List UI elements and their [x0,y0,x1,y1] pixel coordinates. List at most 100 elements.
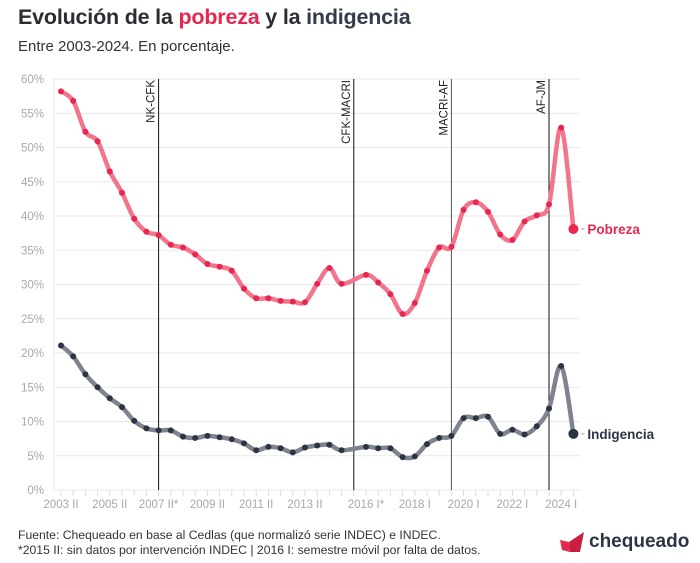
y-tick-label: 55% [21,108,44,120]
indigencia-point [546,405,552,412]
pobreza-line [58,89,576,317]
checkmark-logo-icon [560,532,584,552]
indigencia-point [399,454,406,461]
title-part1: Evolución de la [18,5,179,29]
y-tick-label: 50% [21,143,44,155]
indigencia-point [375,445,382,452]
x-tick-label: 2003 II [43,499,78,511]
indigencia-point [448,432,455,439]
y-tick-label: 20% [21,348,44,360]
pobreza-point [363,271,369,278]
pobreza-point [131,215,138,222]
period-label: NK-CFK [146,80,158,123]
chequeado-logo: chequeado [560,531,689,553]
pobreza-point [375,279,382,286]
indigencia-point [106,395,113,402]
pobreza-point [216,263,223,270]
indigencia-line [58,343,576,461]
x-tick-label: 2013 II [287,499,322,511]
indigencia-point [485,413,491,420]
indigencia-point [241,440,247,447]
indigencia-point [192,434,199,441]
pobreza-point [485,208,491,215]
footer: Fuente: Chequeado en base al Cedlas (que… [18,528,480,558]
indigencia-point [131,417,138,424]
indigencia-point [521,431,528,438]
title-part2: y la [259,5,307,29]
indigencia-point [143,425,150,432]
x-tick-label: 2022 I [496,499,528,511]
y-tick-label: 35% [21,245,44,257]
pobreza-point [314,280,321,287]
period-label: CFK-MACRI [341,80,353,144]
pobreza-point [436,244,443,251]
y-tick-label: 10% [21,417,44,429]
pobreza-point [460,206,467,213]
pobreza-point [143,228,150,235]
pobreza-point [546,201,552,208]
pobreza-point [192,251,199,258]
indigencia-point [228,436,235,443]
y-tick-label: 15% [21,382,44,394]
indigencia-point [533,423,540,430]
y-tick-label: 25% [21,314,44,326]
indigencia-point [204,432,211,439]
y-tick-label: 30% [21,280,44,292]
chart-title: Evolución de la pobreza y la indigencia [18,5,411,30]
pobreza-series-label: Pobreza [587,222,640,237]
pobreza-point [167,241,174,248]
indigencia-point [180,433,186,440]
pobreza-point [533,212,540,219]
pobreza-point [265,295,272,302]
indigencia-point [289,449,296,456]
pobreza-point [411,299,418,306]
pobreza-point [399,310,406,317]
pobreza-point [180,244,186,251]
y-tick-label: 45% [21,177,44,189]
indigencia-point [94,384,101,391]
title-indigencia: indigencia [306,5,411,29]
pobreza-point [94,138,101,145]
pobreza-point [106,168,113,175]
pobreza-point [521,218,528,225]
indigencia-point [424,441,430,448]
indigencia-point [314,442,321,449]
indigencia-point [436,434,443,441]
pobreza-point [568,224,579,235]
pobreza-point [70,97,77,104]
logo-text: chequeado [589,531,690,552]
data-note: *2015 II: sin datos por intervención IND… [18,543,481,557]
source-note: Fuente: Chequeado en base al Cedlas (que… [18,528,441,542]
pobreza-point [326,265,333,272]
indigencia-point [119,404,125,411]
x-tick-label: 2009 II [190,499,225,511]
pobreza-point [497,231,504,238]
pobreza-point [338,280,345,287]
indigencia-point [70,353,77,360]
pobreza-point [558,124,565,131]
pobreza-point [424,267,430,274]
period-label: MACRI-AF [438,80,450,136]
indigencia-point [363,443,369,450]
pobreza-point [119,189,125,196]
period-label: AF-JM [536,80,548,114]
y-tick-label: 40% [21,211,44,223]
indigencia-point [82,371,89,378]
indigencia-point [302,444,308,451]
x-tick-label: 2007 II* [139,499,179,511]
indigencia-point [509,426,516,433]
pobreza-point [472,199,479,206]
indigencia-point [167,427,174,434]
pobreza-point [509,236,516,243]
pobreza-point [228,267,235,274]
pobreza-point [241,285,247,292]
indigencia-point [216,434,223,441]
pobreza-point [155,232,162,239]
indigencia-point [155,427,162,434]
y-tick-label: 5% [27,451,44,463]
pobreza-point [82,128,89,135]
pobreza-point [387,291,394,298]
indigencia-point [326,441,333,448]
pobreza-point [302,299,308,306]
